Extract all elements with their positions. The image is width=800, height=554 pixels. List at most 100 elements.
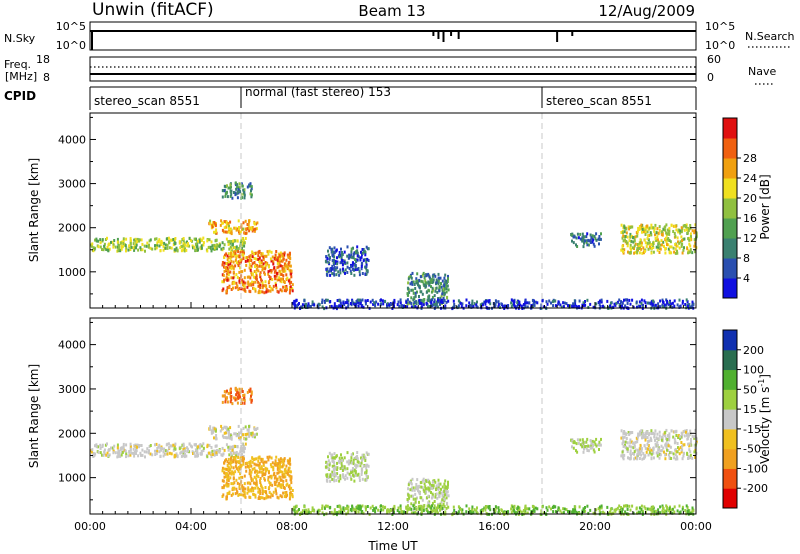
power-cell (262, 284, 265, 288)
power-cell (689, 248, 692, 252)
velocity-cell (591, 441, 594, 445)
velocity-cell (243, 396, 246, 400)
power-cell (419, 275, 422, 279)
power-cell (342, 270, 345, 274)
power-cell (301, 303, 304, 307)
velocity-cell (666, 448, 668, 452)
power-cell (666, 243, 668, 247)
velocity-cell (438, 491, 441, 495)
velocity-cell (125, 455, 127, 459)
power-cell (439, 276, 442, 280)
power-cell (223, 269, 226, 273)
velocity-cell (251, 467, 254, 471)
power-cell (295, 298, 298, 302)
velocity-cell (360, 470, 363, 474)
cpid-segment-2: normal (fast stereo) 153 (245, 85, 391, 99)
velocity-cell (429, 505, 432, 509)
power-cell (595, 238, 598, 242)
velocity-cell (399, 507, 402, 511)
velocity-cell (407, 487, 410, 491)
power-cell (365, 245, 368, 249)
power-cell (194, 242, 197, 246)
velocity-cell (694, 428, 697, 432)
power-cell (457, 299, 460, 303)
velocity-cell (253, 458, 255, 461)
velocity-cell (636, 452, 639, 456)
station-title: Unwin (fitACF) (92, 0, 214, 20)
power-cell (175, 246, 178, 250)
velocity-cell (682, 443, 685, 447)
power-cell (232, 239, 235, 243)
velocity-cell (237, 452, 240, 456)
power-cell (644, 233, 647, 236)
power-cell (681, 239, 684, 242)
power-cell (103, 246, 106, 250)
power-cell (648, 234, 651, 237)
velocity-cell (242, 462, 245, 466)
power-cell (263, 272, 266, 276)
power-cell (664, 251, 667, 255)
velocity-cell (431, 492, 434, 496)
power-cell (287, 261, 290, 265)
power-cell (242, 283, 244, 286)
velocity-cell (122, 447, 125, 451)
power-cell (241, 278, 244, 282)
power-cell (184, 243, 187, 247)
velocity-cell (379, 509, 382, 513)
power-cell (103, 244, 106, 248)
power-cell (253, 261, 256, 264)
power-cell (244, 237, 247, 240)
power-cell (438, 287, 441, 291)
power-cell (256, 265, 259, 269)
power-cell (303, 299, 306, 303)
velocity-cell (282, 491, 285, 495)
velocity-cell (214, 435, 217, 439)
power-cell (645, 226, 647, 230)
power-cell (246, 285, 249, 289)
power-cell (359, 299, 362, 303)
power-cell (662, 240, 665, 244)
velocity-cell (667, 434, 669, 438)
power-cell (661, 298, 664, 302)
date-title: 12/Aug/2009 (598, 2, 695, 20)
power-cell (284, 269, 287, 273)
velocity-cell (359, 507, 362, 511)
velocity-cell (166, 449, 169, 453)
power-cell (246, 223, 249, 226)
velocity-cell (670, 451, 673, 455)
power-cell (92, 249, 95, 253)
velocity-cell (108, 448, 111, 452)
velocity-cell (226, 472, 229, 476)
velocity-cell (567, 510, 569, 513)
power-cell (226, 258, 229, 262)
power-cell (414, 305, 417, 309)
velocity-cell (668, 511, 671, 515)
velocity-cell (168, 451, 171, 455)
power-cell (435, 286, 438, 290)
power-cell (400, 304, 403, 308)
velocity-cell (622, 440, 625, 444)
power-cell (211, 225, 214, 229)
velocity-cell (344, 477, 346, 481)
power-cell (439, 302, 441, 306)
power-cell (251, 262, 254, 266)
velocity-cell (182, 454, 185, 458)
power-cell (577, 236, 580, 240)
power-cell (277, 256, 280, 260)
power-cell (184, 247, 186, 251)
power-cell (598, 242, 600, 246)
power-cell (367, 247, 370, 251)
velocity-cell (242, 446, 245, 450)
velocity-cell (642, 452, 645, 456)
velocity-cell (678, 452, 681, 456)
velocity-cell (562, 507, 565, 511)
power-cell (436, 305, 439, 309)
velocity-cell (228, 436, 231, 440)
power-cell (667, 228, 669, 232)
colorbar-swatch (723, 178, 737, 199)
power-cell (171, 238, 174, 242)
power-cell (420, 302, 423, 305)
power-cell (262, 267, 265, 271)
velocity-cell (437, 486, 440, 490)
power-cell (465, 304, 468, 308)
